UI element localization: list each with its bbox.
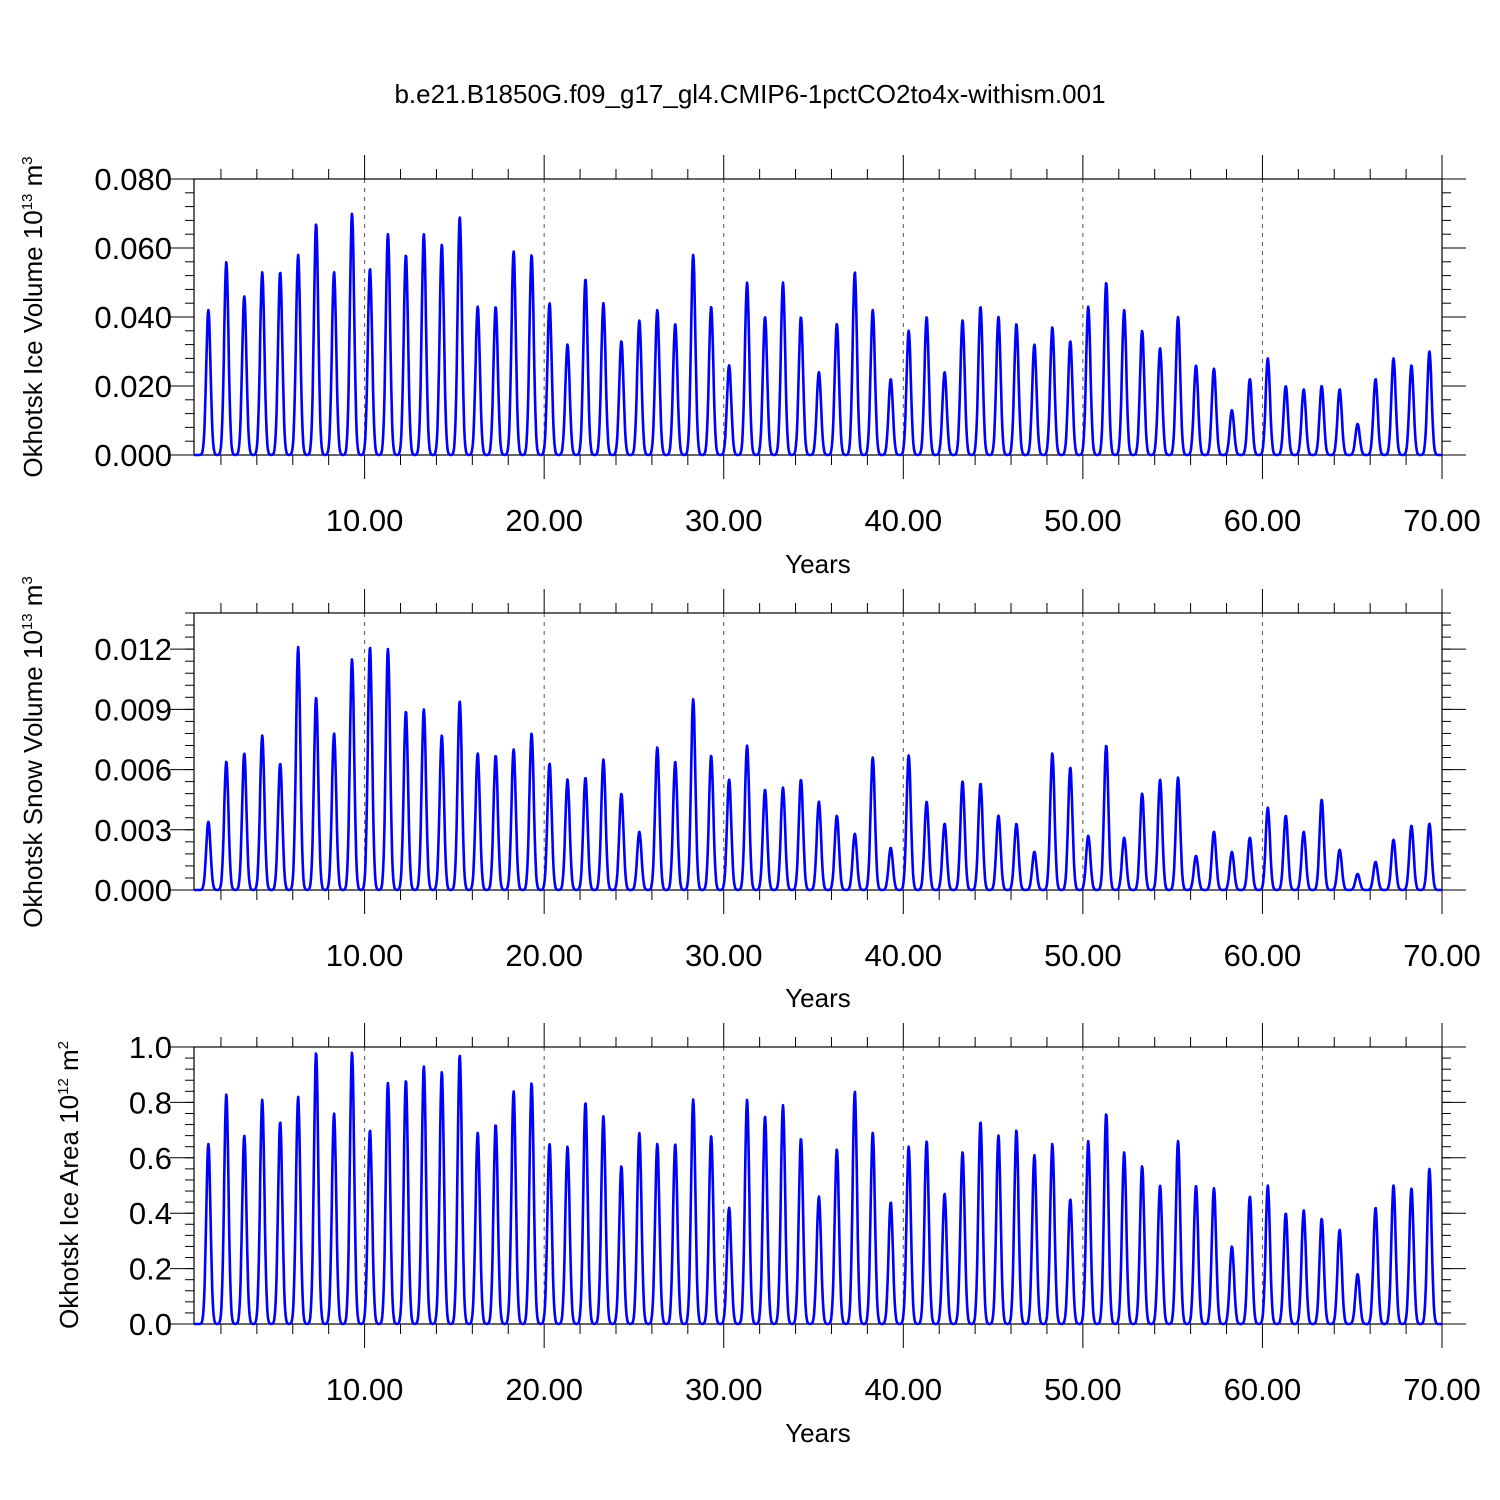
x-tick-label: 10.00 — [326, 1372, 404, 1407]
y-tick-label: 0.012 — [94, 632, 172, 667]
y-axis-label: Okhotsk Ice Volume 1013 m3 — [18, 156, 48, 477]
y-tick-label: 0.080 — [94, 162, 172, 197]
x-tick-label: 30.00 — [685, 503, 763, 538]
y-tick-label: 0.060 — [94, 231, 172, 266]
x-axis-label: Years — [785, 549, 851, 579]
x-tick-label: 10.00 — [326, 503, 404, 538]
x-tick-label: 30.00 — [685, 938, 763, 973]
x-tick-label: 70.00 — [1403, 1372, 1481, 1407]
x-tick-label: 50.00 — [1044, 938, 1122, 973]
y-axis-label: Okhotsk Ice Area 1012 m2 — [54, 1041, 84, 1329]
plot-frame — [193, 612, 1443, 891]
series-line — [193, 212, 1443, 457]
x-tick-label: 40.00 — [865, 503, 943, 538]
y-tick-label: 0.8 — [129, 1085, 172, 1120]
y-tick-label: 1.0 — [129, 1030, 172, 1065]
ice-volume-panel: Years Okhotsk Ice Volume 1013 m3 0.000 0.… — [18, 155, 1481, 579]
x-tick-label: 20.00 — [505, 503, 583, 538]
y-tick-label: 0.000 — [94, 873, 172, 908]
y-tick-label: 0.2 — [129, 1252, 172, 1287]
y-tick-label: 0.0 — [129, 1307, 172, 1342]
plot-frame — [193, 1046, 1443, 1325]
y-tick-label: 0.006 — [94, 753, 172, 788]
x-tick-label: 60.00 — [1224, 938, 1302, 973]
x-tick-label: 50.00 — [1044, 503, 1122, 538]
plot-frame — [193, 178, 1443, 456]
y-tick-label: 0.040 — [94, 300, 172, 335]
x-tick-label: 60.00 — [1224, 503, 1302, 538]
x-tick-label: 70.00 — [1403, 938, 1481, 973]
y-tick-label: 0.4 — [129, 1196, 172, 1231]
y-tick-label: 0.009 — [94, 692, 172, 727]
x-axis-label: Years — [785, 983, 851, 1013]
x-tick-label: 40.00 — [865, 938, 943, 973]
x-tick-label: 70.00 — [1403, 503, 1481, 538]
x-tick-label: 20.00 — [505, 1372, 583, 1407]
y-axis-label: Okhotsk Snow Volume 1013 m3 — [18, 576, 48, 928]
figure-title: b.e21.B1850G.f09_g17_gl4.CMIP6-1pctCO2to… — [394, 79, 1105, 109]
x-tick-label: 10.00 — [326, 938, 404, 973]
x-tick-label: 40.00 — [865, 1372, 943, 1407]
x-tick-label: 60.00 — [1224, 1372, 1302, 1407]
y-tick-label: 0.6 — [129, 1141, 172, 1176]
series-line — [193, 1051, 1443, 1326]
snow-volume-panel: Years Okhotsk Snow Volume 1013 m3 0.000 0… — [18, 576, 1481, 1013]
y-tick-label: 0.000 — [94, 438, 172, 473]
x-axis-label: Years — [785, 1418, 851, 1448]
x-tick-label: 50.00 — [1044, 1372, 1122, 1407]
y-tick-label: 0.020 — [94, 369, 172, 404]
y-tick-label: 0.003 — [94, 813, 172, 848]
x-tick-label: 30.00 — [685, 1372, 763, 1407]
x-tick-label: 20.00 — [505, 938, 583, 973]
ice-area-panel: Years Okhotsk Ice Area 1012 m2 0.0 0.2 0.4… — [54, 1023, 1481, 1448]
series-line — [193, 645, 1443, 892]
